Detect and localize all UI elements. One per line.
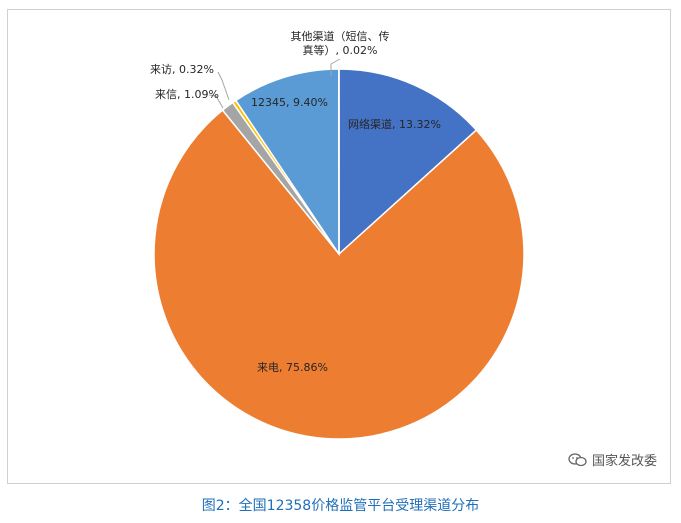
pie-slice-1 (153, 109, 525, 440)
watermark-text: 国家发改委 (591, 454, 657, 469)
watermark: 国家发改委 (568, 450, 657, 469)
leader-line-1 (217, 71, 230, 101)
pie-slices (153, 68, 525, 440)
figure-caption: 图2：全国12358价格监管平台受理渠道分布 (201, 498, 480, 514)
slice-label-phone: 来电, 75.86% (257, 361, 328, 374)
slice-label-12345: 12345, 9.40% (251, 96, 328, 109)
leader-line-2 (208, 94, 224, 109)
slice-label-online: 网络渠道, 13.32% (348, 118, 441, 131)
slice-label-other-line1: 其他渠道（短信、传 (290, 30, 390, 43)
leader-lines (208, 58, 341, 109)
pie-slice-0 (338, 68, 478, 256)
wechat-icon (568, 452, 587, 466)
slice-label-visit: 来访, 0.32% (150, 63, 214, 76)
leader-line-0 (330, 58, 341, 76)
slice-label-other: 其他渠道（短信、传 真等）, 0.02% (270, 30, 410, 58)
pie-slice-4 (234, 68, 340, 257)
slice-label-letter: 来信, 1.09% (155, 88, 219, 101)
slice-label-other-line2: 真等）, 0.02% (302, 44, 378, 57)
